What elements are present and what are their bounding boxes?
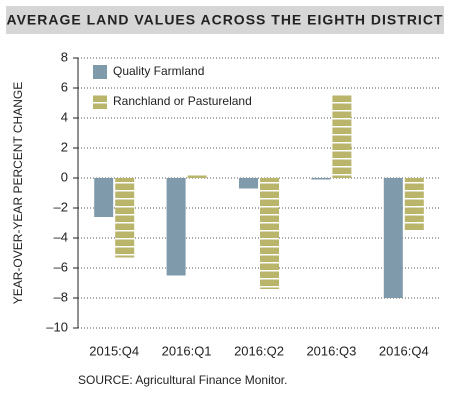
bar (166, 178, 186, 276)
bar (187, 175, 207, 178)
y-tick-label: 2 (61, 139, 68, 154)
bar (94, 178, 114, 217)
bar (115, 178, 135, 258)
bar (332, 95, 352, 178)
bar (260, 178, 279, 289)
y-tick-label: 8 (61, 49, 68, 64)
bar (239, 178, 258, 189)
y-tick-label: 4 (61, 109, 68, 124)
y-tick-label: –4 (54, 229, 68, 244)
x-tick-label: 2015:Q4 (89, 343, 139, 358)
source: SOURCE: Agricultural Finance Monitor. (78, 373, 287, 387)
title-banner (6, 6, 444, 34)
y-tick-label: 0 (61, 169, 68, 184)
chart-title: AVERAGE LAND VALUES ACROSS THE EIGHTH DI… (7, 12, 444, 28)
y-tick-label: –2 (54, 199, 68, 214)
y-tick-label: 6 (61, 79, 68, 94)
y-tick-label: –10 (46, 319, 68, 334)
y-axis-label: YEAR-OVER-YEAR PERCENT CHANGE (11, 82, 25, 305)
x-tick-label: 2016:Q4 (379, 343, 429, 358)
bar (311, 178, 331, 180)
x-tick-label: 2016:Q3 (306, 343, 356, 358)
legend-label: Quality Farmland (113, 64, 204, 78)
legend-label: Ranchland or Pastureland (113, 94, 252, 108)
y-tick-label: –6 (54, 259, 68, 274)
bar (383, 178, 403, 298)
legend-swatch (93, 65, 107, 79)
y-tick-label: –8 (54, 289, 68, 304)
legend-swatch (93, 95, 107, 109)
x-tick-label: 2016:Q2 (234, 343, 284, 358)
bar (404, 178, 424, 231)
x-tick-label: 2016:Q1 (162, 343, 212, 358)
